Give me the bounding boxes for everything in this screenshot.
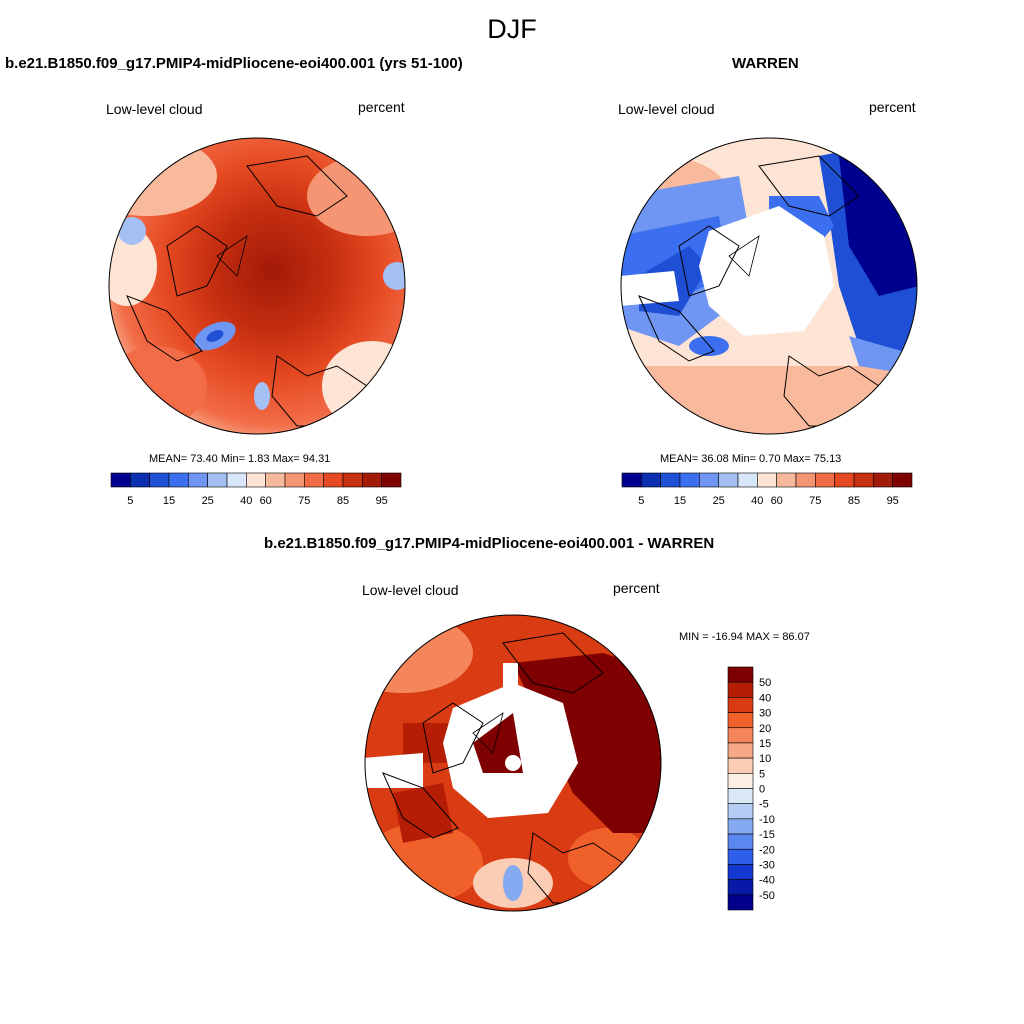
panel1-colorbar-swatch	[362, 472, 382, 488]
panel1-colorbar-swatch	[323, 472, 344, 488]
panel1-colorbar-swatch	[149, 472, 170, 488]
panel3-colorbar-tick-label: 30	[759, 708, 771, 720]
panel1-polar-map	[108, 137, 406, 435]
panel3-polar-map	[364, 614, 662, 912]
panel1-colorbar-swatch	[342, 472, 363, 488]
panel3-colorbar-tick-label: 20	[759, 723, 771, 735]
panel2-variable-label: Low-level cloud	[618, 101, 715, 117]
panel1-colorbar-swatch	[110, 472, 131, 488]
panel2-colorbar-swatch	[853, 472, 874, 488]
figure-title: DJF	[487, 14, 537, 44]
panel3-colorbar-tick-label: -30	[759, 859, 775, 871]
panel3-colorbar-swatch	[727, 864, 754, 880]
panel3-colorbar-swatch	[727, 727, 754, 744]
panel2-colorbar-swatch	[718, 472, 739, 488]
panel2-colorbar-swatch	[660, 472, 681, 488]
panel3-colorbar-tick-label: 0	[759, 784, 765, 796]
panel3-colorbar-tick-label: 15	[759, 738, 771, 750]
panel2-colorbar-tick-label: 85	[848, 495, 860, 507]
panel1-colorbar-tick-label: 15	[163, 495, 175, 507]
panel2-colorbar-tick-label: 75	[809, 495, 821, 507]
panel3-colorbar-swatch	[727, 757, 754, 774]
panel1-colorbar-tick-label: 40	[240, 495, 252, 507]
panel1-colorbar-swatch	[381, 472, 402, 488]
panel3-colorbar-swatch	[727, 894, 754, 911]
panel3-colorbar-swatch	[727, 833, 754, 850]
panel2-colorbar-swatch	[641, 472, 661, 488]
panel3-stats: MIN = -16.94 MAX = 86.07	[679, 631, 810, 643]
panel1-colorbar-swatch	[304, 472, 324, 488]
panel3-colorbar-tick-label: -40	[759, 875, 775, 887]
panel3-colorbar-swatch	[727, 681, 754, 698]
panel3-colorbar-swatch	[727, 818, 754, 835]
panel1-colorbar-swatch	[265, 472, 286, 488]
panel2-colorbar-swatch	[679, 472, 700, 488]
panel3-colorbar-tick-label: -20	[759, 844, 775, 856]
panel1-colorbar-swatch	[207, 472, 228, 488]
panel2-colorbar-tick-label: 15	[674, 495, 686, 507]
panel3-colorbar-tick-label: 5	[759, 768, 765, 780]
panel3-colorbar-swatch	[727, 848, 754, 865]
panel1-colorbar-tick-label: 95	[376, 495, 388, 507]
panel1-colorbar-swatch	[284, 472, 305, 488]
panel2-colorbar-swatch	[699, 472, 719, 488]
panel3-colorbar-swatch	[727, 697, 754, 713]
panel3-variable-label: Low-level cloud	[362, 582, 459, 598]
panel2-colorbar-swatch	[757, 472, 777, 488]
panel2-colorbar-tick-label: 60	[771, 495, 783, 507]
panel2-colorbar-swatch	[873, 472, 893, 488]
panel1-colorbar: 5 15 25 40 60 75 85 95	[110, 472, 402, 507]
panel2-stats: MEAN= 36.08 Min= 0.70 Max= 75.13	[660, 453, 842, 465]
panel3-colorbar-tick-label: -5	[759, 799, 769, 811]
panel3-colorbar-tick-label: 10	[759, 753, 771, 765]
panel2-colorbar-swatch	[892, 472, 913, 488]
panel1-colorbar-swatch	[226, 472, 247, 488]
panel1-colorbar-tick-label: 75	[298, 495, 310, 507]
panel1-colorbar-swatch	[188, 472, 208, 488]
panel3-colorbar-tick-label: 50	[759, 677, 771, 689]
panel2-colorbar-tick-label: 5	[638, 495, 644, 507]
panel1-variable-label: Low-level cloud	[106, 101, 203, 117]
panel3-colorbar-swatch	[727, 712, 754, 729]
panel2-colorbar-tick-label: 95	[887, 495, 899, 507]
panel3-colorbar-tick-label: -15	[759, 829, 775, 841]
panel1-colorbar-tick-label: 5	[127, 495, 133, 507]
panel3-colorbar-swatch	[727, 788, 754, 804]
panel2-colorbar-tick-label: 40	[751, 495, 763, 507]
panel2-title: WARREN	[732, 55, 799, 72]
panel2-colorbar: 5 15 25 40 60 75 85 95	[621, 472, 913, 507]
panel3-colorbar-tick-label: -10	[759, 814, 775, 826]
panel3-colorbar-swatch	[727, 742, 754, 759]
panel3-colorbar-swatch	[727, 803, 754, 820]
panel3-colorbar-swatch	[727, 879, 754, 896]
panel3-units-label: percent	[613, 580, 660, 596]
panel1-stats: MEAN= 73.40 Min= 1.83 Max= 94.31	[149, 453, 331, 465]
panel2-colorbar-swatch	[834, 472, 855, 488]
panel3-colorbar-swatch	[727, 773, 754, 789]
panel2-colorbar-swatch	[621, 472, 642, 488]
panel1-colorbar-tick-label: 25	[202, 495, 214, 507]
panel2-units-label: percent	[869, 99, 916, 115]
panel1-colorbar-swatch	[130, 472, 150, 488]
panel2-colorbar-swatch	[776, 472, 797, 488]
panel3-colorbar-tick-label: -50	[759, 890, 775, 902]
panel1-colorbar-tick-label: 60	[260, 495, 272, 507]
panel1-colorbar-tick-label: 85	[337, 495, 349, 507]
panel2-colorbar-swatch	[795, 472, 816, 488]
panel3-title: b.e21.B1850.f09_g17.PMIP4-midPliocene-eo…	[264, 535, 715, 552]
panel2-colorbar-swatch	[815, 472, 835, 488]
panel2-colorbar-tick-label: 25	[713, 495, 725, 507]
panel3-colorbar-tick-label: 40	[759, 692, 771, 704]
panel1-units-label: percent	[358, 99, 405, 115]
panel1-title: b.e21.B1850.f09_g17.PMIP4-midPliocene-eo…	[5, 55, 463, 72]
panel1-colorbar-swatch	[168, 472, 189, 488]
panel2-colorbar-swatch	[737, 472, 758, 488]
panel2-polar-map	[620, 137, 918, 435]
panel3-colorbar-swatch	[727, 666, 754, 683]
panel1-colorbar-swatch	[246, 472, 266, 488]
